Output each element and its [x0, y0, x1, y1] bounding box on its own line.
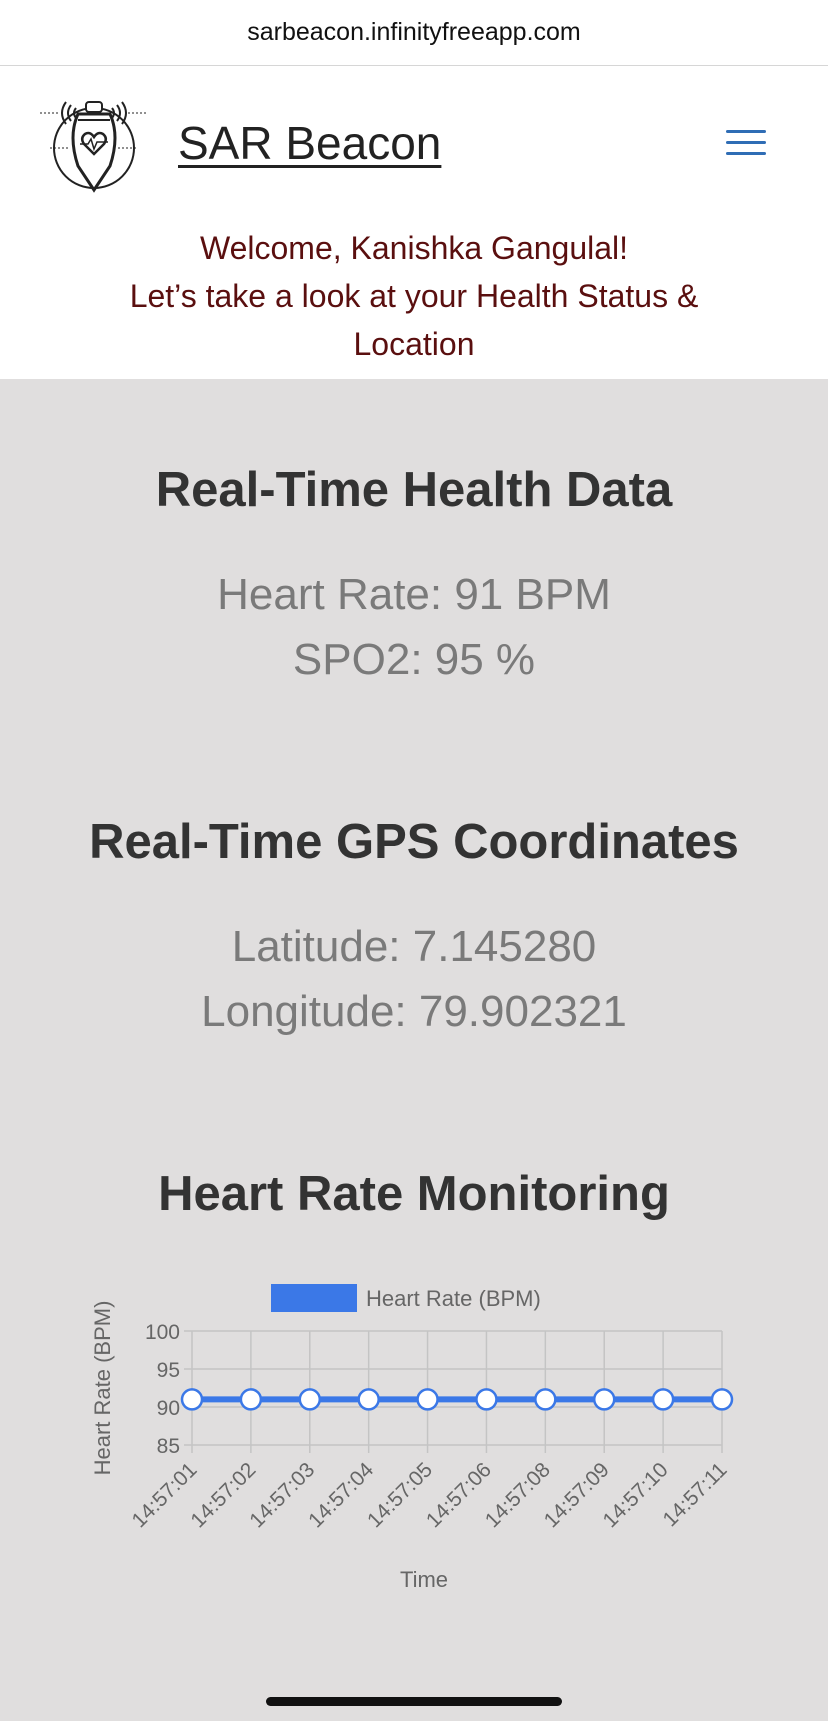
legend-label: Heart Rate (BPM): [366, 1286, 541, 1311]
data-point: [298, 1388, 322, 1411]
y-tick-label: 100: [145, 1321, 180, 1344]
heart-rate-chart: Heart Rate (BPM)10095908514:57:0114:57:0…: [90, 1284, 734, 1592]
welcome-line-1: Welcome, Kanishka Gangulal!: [199, 230, 629, 266]
brand-title[interactable]: SAR Beacon: [178, 117, 442, 169]
welcome-line-2: Let’s take a look at your Health Status …: [129, 278, 699, 314]
x-tick-label: 14:57:11: [659, 1458, 732, 1531]
site-header: SAR Beacon Welcome, Kanishka Gangulal! L…: [0, 66, 828, 379]
data-point: [592, 1388, 616, 1411]
beacon-heart-icon: [40, 101, 148, 193]
data-point: [710, 1388, 734, 1411]
latitude-value: Latitude: 7.145280: [231, 922, 597, 971]
spo2-value: SPO2: 95 %: [292, 635, 536, 684]
y-tick-label: 95: [157, 1359, 180, 1382]
y-tick-label: 85: [157, 1435, 180, 1458]
data-point: [475, 1388, 498, 1411]
y-axis-title: Heart Rate (BPM): [90, 1301, 115, 1476]
y-tick-label: 90: [157, 1397, 180, 1420]
url-bar[interactable]: sarbeacon.infinityfreeapp.com: [0, 0, 828, 66]
data-point: [180, 1388, 204, 1411]
data-point: [651, 1388, 675, 1411]
heart-rate-value: Heart Rate: 91 BPM: [217, 570, 611, 619]
x-tick-label: 14:57:10: [599, 1458, 673, 1532]
longitude-value: Longitude: 79.902321: [201, 987, 627, 1036]
welcome-line-3: Location: [353, 326, 475, 362]
hamburger-menu-icon[interactable]: [726, 130, 766, 160]
monitoring-title: Heart Rate Monitoring: [158, 1167, 670, 1221]
home-indicator: [266, 1697, 562, 1706]
data-point: [239, 1388, 263, 1411]
data-point: [416, 1388, 439, 1411]
health-title: Real-Time Health Data: [155, 463, 673, 517]
url-text: sarbeacon.infinityfreeapp.com: [247, 18, 581, 46]
data-point: [534, 1388, 557, 1411]
x-axis-title: Time: [400, 1567, 448, 1592]
welcome-message: Welcome, Kanishka Gangulal! Let’s take a…: [0, 224, 828, 368]
data-point: [357, 1388, 380, 1411]
legend-swatch: [271, 1284, 357, 1312]
gps-title: Real-Time GPS Coordinates: [89, 815, 739, 869]
